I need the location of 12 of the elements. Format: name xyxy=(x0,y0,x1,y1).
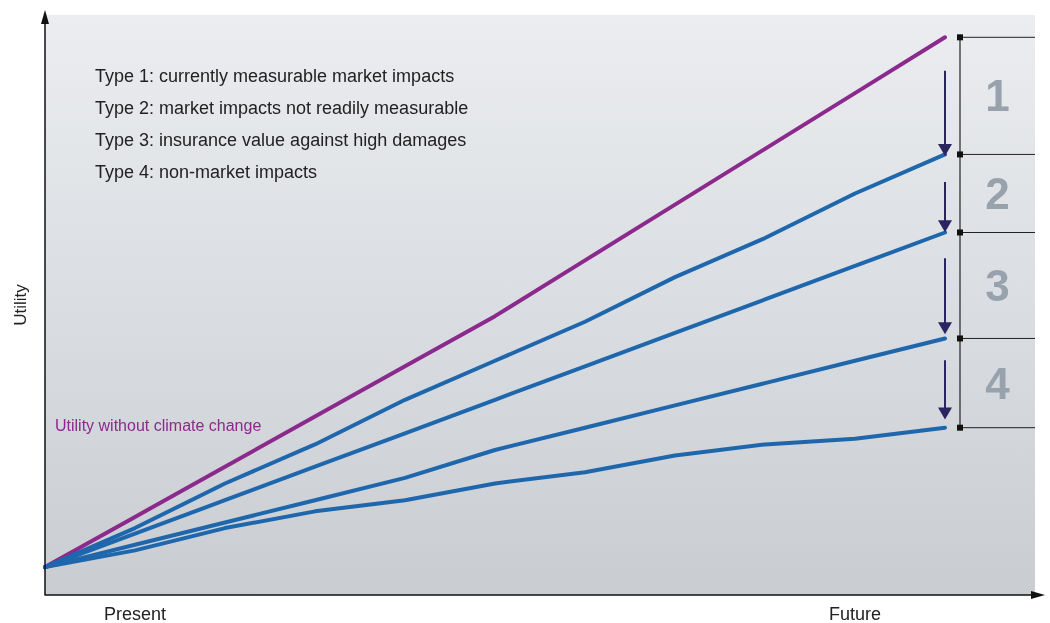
annotation: Type 3: insurance value against high damages xyxy=(95,129,468,152)
x-tick-label: Present xyxy=(103,604,167,623)
annotation: 1 xyxy=(985,71,1010,121)
annotation: 3 xyxy=(985,260,1010,310)
y-axis-title: Utility xyxy=(11,283,30,326)
annotation: 4 xyxy=(985,358,1011,408)
annotation: Type 1: currently measurable market impacts xyxy=(95,65,456,88)
annotation: 2 xyxy=(985,168,1010,218)
annotation: Type 2: market impacts not readily measurable xyxy=(95,97,469,120)
annotation: Type 4: non-market impacts xyxy=(95,161,319,184)
x-tick-label: Future xyxy=(828,604,882,623)
series-label: Utility without climate change xyxy=(55,416,262,435)
